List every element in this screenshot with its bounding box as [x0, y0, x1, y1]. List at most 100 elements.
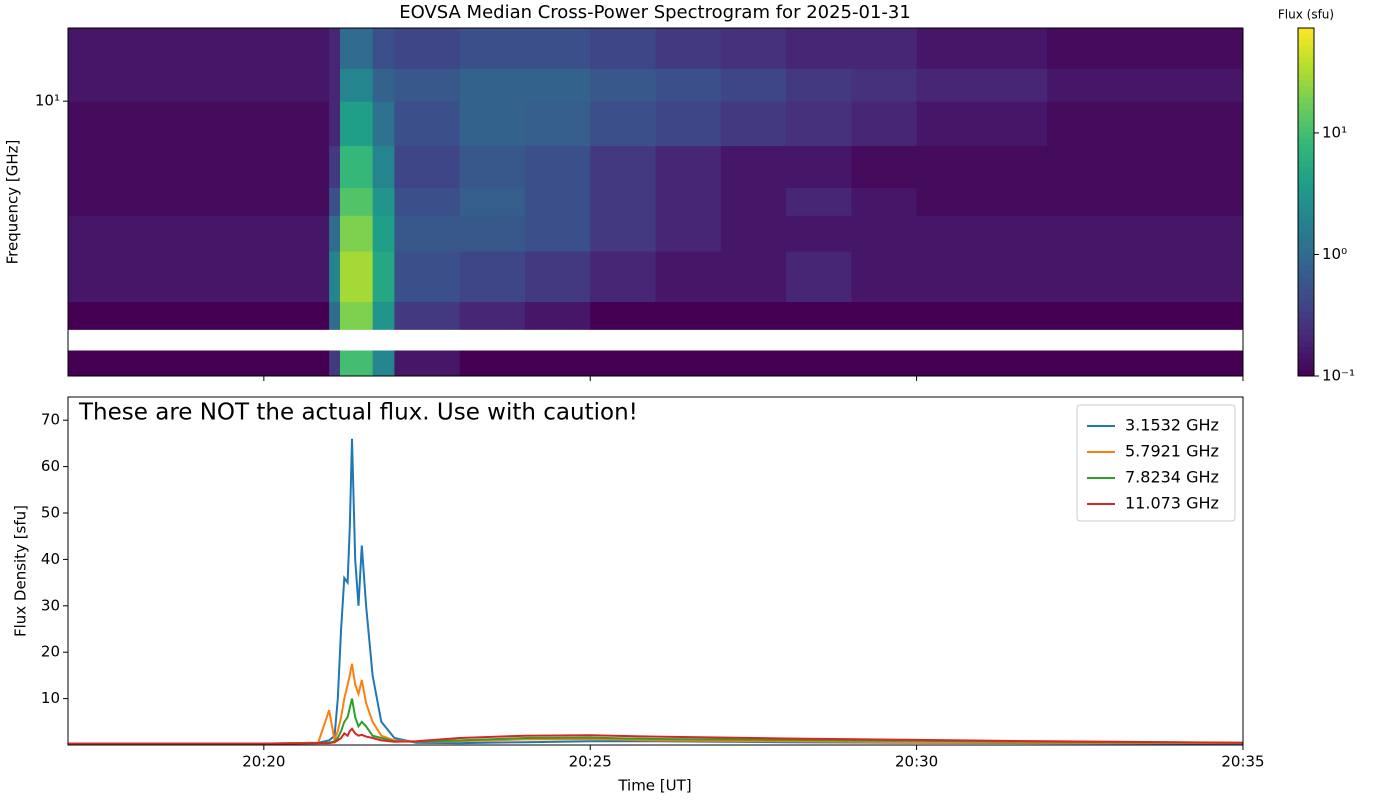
- heatmap-cell: [1047, 68, 1244, 102]
- y-tick-label: 50: [41, 504, 60, 522]
- heatmap-cell: [590, 68, 656, 102]
- colorbar-swatch: [1298, 184, 1314, 191]
- heatmap-cell: [786, 187, 852, 216]
- heatmap-cell: [394, 215, 461, 252]
- colorbar-swatch: [1298, 248, 1314, 255]
- heatmap-cell: [916, 350, 1048, 377]
- heatmap-cell: [524, 215, 591, 252]
- colorbar-swatch: [1298, 358, 1314, 365]
- y-tick-label: 20: [41, 643, 60, 661]
- heatmap-cell: [68, 350, 200, 377]
- colorbar-swatch: [1298, 364, 1314, 371]
- heatmap-cell: [394, 251, 461, 303]
- heatmap-cell: [655, 301, 722, 330]
- colorbar-swatch: [1298, 202, 1314, 209]
- heatmap-cell: [198, 68, 330, 102]
- y-axis-label: Flux Density [sfu]: [12, 505, 30, 637]
- heatmap-cell: [329, 187, 341, 216]
- heatmap-cell: [394, 68, 461, 102]
- series-line: [68, 438, 1243, 745]
- colorbar-swatch: [1298, 155, 1314, 162]
- colorbar-swatch: [1298, 335, 1314, 342]
- colorbar-swatch: [1298, 62, 1314, 70]
- plot-frame: [67, 27, 1244, 377]
- colorbar-swatch: [1298, 242, 1314, 249]
- colorbar-frame: [1297, 27, 1315, 377]
- colorbar-swatch: [1298, 132, 1314, 139]
- colorbar-swatch: [1298, 289, 1314, 296]
- heatmap-cell: [372, 145, 395, 188]
- heatmap-cell: [459, 301, 526, 330]
- heatmap-cell: [372, 350, 395, 377]
- colorbar-swatch: [1298, 329, 1314, 336]
- colorbar-swatch: [1298, 271, 1314, 278]
- legend-label: 7.8234 GHz: [1125, 468, 1219, 487]
- heatmap-cell: [68, 301, 200, 330]
- colorbar-swatch: [1298, 74, 1314, 81]
- heatmap-cell: [851, 145, 918, 188]
- colorbar-swatch: [1298, 80, 1314, 87]
- heatmap-cell: [339, 251, 374, 303]
- heatmap-cell: [786, 301, 852, 330]
- colorbar-swatch: [1298, 120, 1314, 128]
- heatmap-cell: [339, 101, 374, 147]
- legend-label: 3.1532 GHz: [1125, 416, 1219, 435]
- heatmap-cell: [459, 101, 526, 147]
- heatmap-cell: [198, 301, 330, 330]
- heatmap-cell: [786, 101, 852, 147]
- heatmap-cell: [720, 187, 787, 216]
- colorbar-swatch: [1298, 149, 1314, 157]
- heatmap-cell: [590, 301, 656, 330]
- heatmap-cell: [851, 350, 918, 377]
- y-tick-label: 10: [41, 689, 60, 707]
- colorbar-swatch: [1298, 236, 1314, 244]
- colorbar-swatch: [1298, 138, 1314, 145]
- heatmap-cell: [329, 145, 341, 188]
- heatmap-cell: [524, 251, 591, 303]
- heatmap-cell: [329, 101, 341, 147]
- heatmap-cell: [524, 68, 591, 102]
- y-axis-label: Frequency [GHz]: [4, 140, 22, 265]
- colorbar-swatch: [1298, 370, 1314, 377]
- heatmap-cell: [372, 251, 395, 303]
- heatmap-cell: [916, 68, 1048, 102]
- heatmap-cell: [68, 101, 200, 147]
- colorbar-swatch: [1298, 300, 1314, 307]
- heatmap-cell: [524, 350, 591, 377]
- heatmap-cell: [339, 145, 374, 188]
- colorbar-swatch: [1298, 144, 1314, 151]
- heatmap-cell: [459, 215, 526, 252]
- heatmap-cell: [916, 145, 1048, 188]
- heatmap-cell: [459, 145, 526, 188]
- heatmap-cell: [1047, 101, 1244, 147]
- heatmap-cell: [198, 187, 330, 216]
- heatmap-cell: [655, 28, 722, 70]
- colorbar-swatch: [1298, 103, 1314, 110]
- heatmap-cell: [1047, 28, 1244, 70]
- heatmap-cell: [655, 350, 722, 377]
- colorbar-swatch: [1298, 190, 1314, 197]
- heatmap-cell: [394, 28, 461, 70]
- colorbar-swatch: [1298, 33, 1314, 41]
- legend-box: [1076, 404, 1236, 522]
- heatmap-cell: [339, 187, 374, 216]
- heatmap-cell: [720, 68, 787, 102]
- heatmap-cell: [329, 68, 341, 102]
- heatmap-cell: [459, 68, 526, 102]
- colorbar-swatch: [1298, 283, 1314, 290]
- heatmap-cell: [786, 251, 852, 303]
- heatmap-cell: [786, 68, 852, 102]
- heatmap-cell: [655, 251, 722, 303]
- colorbar-swatch: [1298, 115, 1314, 122]
- heatmap-cell: [720, 101, 787, 147]
- heatmap-cell: [655, 68, 722, 102]
- colorbar-swatch: [1298, 294, 1314, 302]
- heatmap-cell: [459, 350, 526, 377]
- heatmap-cell: [1047, 215, 1244, 252]
- colorbar-swatch: [1298, 254, 1314, 261]
- y-tick-label: 10¹: [35, 92, 60, 110]
- heatmap-cell: [68, 145, 200, 188]
- heatmap-cell: [916, 28, 1048, 70]
- heatmap-cell: [68, 187, 200, 216]
